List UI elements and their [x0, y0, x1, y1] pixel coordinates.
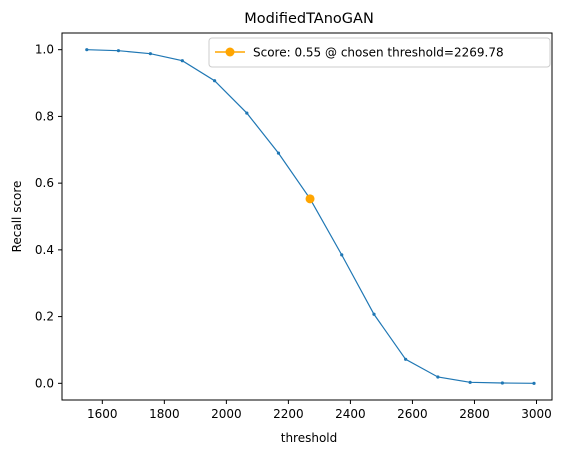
- recall-data-point: [180, 59, 184, 63]
- x-tick-label: 3000: [521, 407, 552, 421]
- x-tick-label: 2400: [335, 407, 366, 421]
- x-tick-label: 1600: [87, 407, 118, 421]
- recall-data-point: [340, 253, 344, 257]
- x-tick-label: 2600: [397, 407, 428, 421]
- y-tick-label: 0.8: [35, 109, 54, 123]
- recall-data-point: [85, 48, 89, 52]
- x-tick-label: 2000: [211, 407, 242, 421]
- y-axis-label: Recall score: [10, 181, 24, 253]
- recall-data-point: [116, 49, 121, 53]
- legend: Score: 0.55 @ chosen threshold=2269.78: [208, 37, 551, 68]
- recall-data-point: [436, 375, 440, 379]
- legend-swatch-marker: [225, 47, 235, 57]
- legend-entry-label: Score: 0.55 @ chosen threshold=2269.78: [253, 46, 504, 60]
- y-tick-label: 1.0: [35, 43, 54, 57]
- chosen-threshold-point: [305, 194, 315, 204]
- recall-data-point: [276, 151, 281, 155]
- recall-data-point: [468, 380, 472, 384]
- recall-data-point: [404, 357, 408, 361]
- plot-frame: [61, 32, 553, 401]
- recall-data-point: [372, 312, 376, 316]
- y-axis: 0.0 0.2 0.4 0.6 0.8 1.0: [35, 43, 62, 390]
- recall-data-point: [245, 111, 249, 115]
- x-axis: 1600 1800 2000 2200 2400 2600 2800 3000: [87, 400, 552, 421]
- legend-frame: [208, 37, 551, 68]
- x-axis-label: threshold: [281, 431, 338, 445]
- y-tick-label: 0.0: [35, 376, 54, 390]
- recall-data-point: [500, 381, 504, 385]
- x-tick-label: 1800: [149, 407, 180, 421]
- plot-area: [85, 48, 536, 385]
- recall-data-point: [532, 381, 536, 385]
- y-tick-label: 0.4: [35, 243, 54, 257]
- recall-data-point: [148, 52, 152, 56]
- x-tick-label: 2800: [459, 407, 490, 421]
- recall-curve-line: [86, 49, 535, 384]
- recall-data-point: [212, 79, 217, 83]
- y-tick-label: 0.6: [35, 176, 54, 190]
- x-tick-label: 2200: [273, 407, 304, 421]
- chart-title: ModifiedTAnoGAN: [244, 11, 374, 27]
- y-tick-label: 0.2: [35, 310, 54, 324]
